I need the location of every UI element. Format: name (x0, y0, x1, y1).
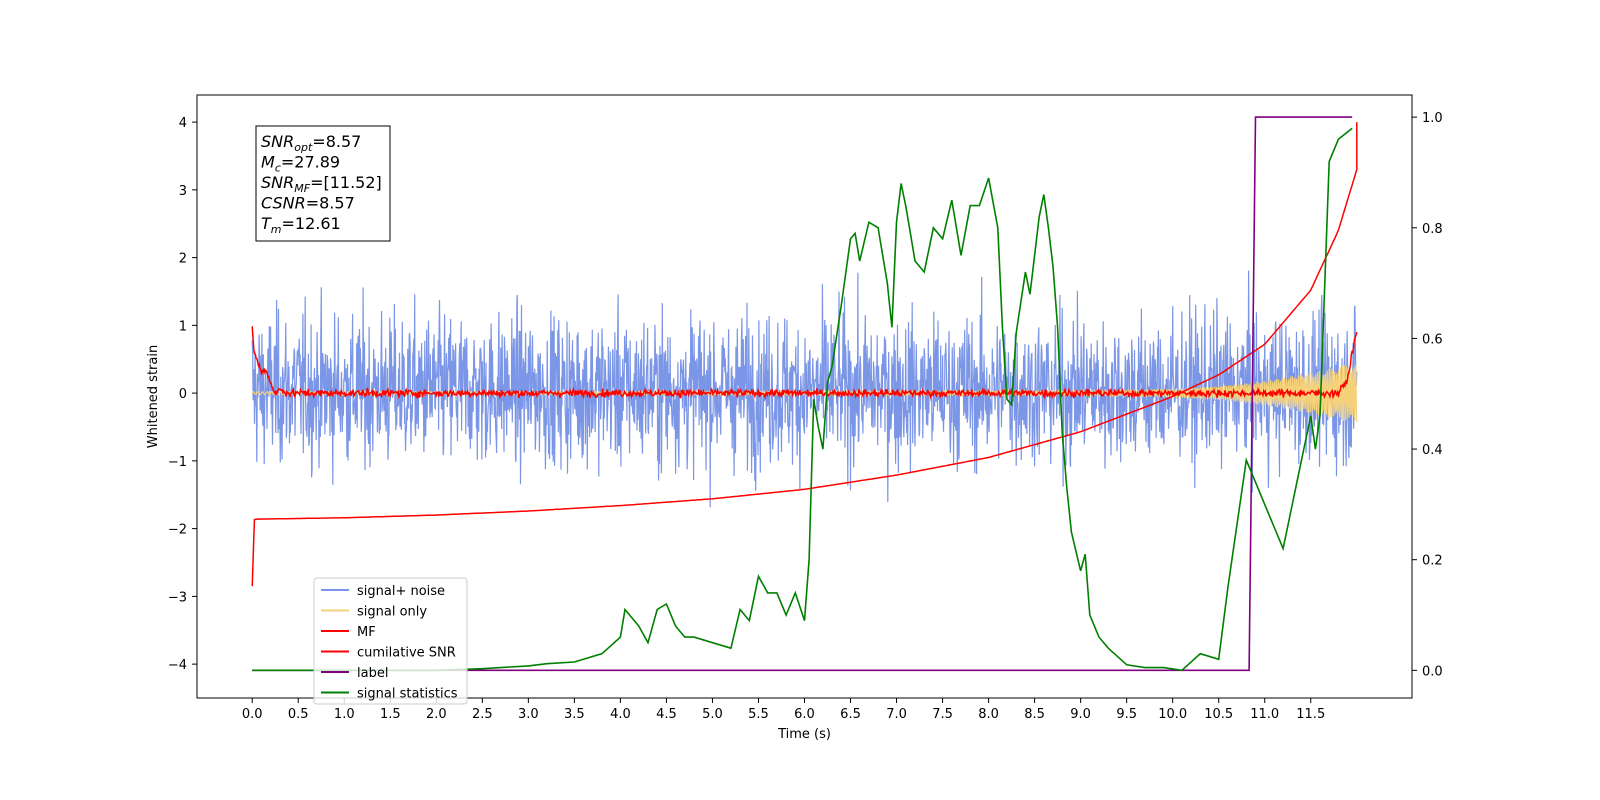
x-tick-label: 10.0 (1158, 707, 1187, 722)
x-tick-label: 1.5 (380, 707, 401, 722)
y2-tick-label: 1.0 (1422, 111, 1443, 126)
y-tick-label: −2 (168, 523, 187, 538)
y-tick-label: −1 (168, 455, 187, 470)
x-tick-label: 4.0 (610, 707, 631, 722)
x-tick-label: 3.5 (564, 707, 585, 722)
x-tick-label: 9.0 (1070, 707, 1091, 722)
y-tick-label: 0 (179, 387, 187, 402)
info-line: Tm=12.61 (261, 214, 341, 236)
legend-label: signal statistics (357, 687, 458, 702)
y-axis-label: Whitened strain (146, 345, 161, 448)
x-tick-label: 6.0 (794, 707, 815, 722)
info-line: SNRMF=[11.52] (261, 173, 382, 195)
y-tick-label: 3 (179, 184, 187, 199)
x-tick-label: 9.5 (1116, 707, 1137, 722)
info-box-frame (255, 125, 391, 242)
legend-label: cumilative SNR (357, 646, 456, 661)
x-tick-label: 11.5 (1296, 707, 1325, 722)
y2-tick-label: 0.2 (1422, 554, 1443, 569)
info-line: Mc=27.89 (261, 153, 340, 175)
y-tick-label: 4 (179, 116, 187, 131)
y-tick-label: −3 (168, 590, 187, 605)
x-tick-label: 6.5 (840, 707, 861, 722)
x-tick-label: 7.5 (932, 707, 953, 722)
x-tick-label: 5.0 (702, 707, 723, 722)
y-tick-label: 1 (179, 319, 187, 334)
info-box: SNRopt=8.57Mc=27.89SNRMF=[11.52]CSNR=8.5… (255, 125, 391, 242)
x-tick-label: 8.0 (978, 707, 999, 722)
series-signal-statistics (252, 127, 1353, 672)
legend-label: signal+ noise (357, 584, 445, 599)
legend: signal+ noise signal only MF cumilative SNR… (313, 577, 468, 705)
legend-label: signal only (357, 605, 427, 620)
x-axis-label: Time (s) (777, 727, 831, 742)
y2-tick-label: 0.8 (1422, 222, 1443, 237)
x-tick-label: 3.0 (518, 707, 539, 722)
info-line: SNRopt=8.57 (261, 132, 361, 154)
legend-label: label (357, 666, 388, 681)
legend-label: MF (357, 625, 376, 640)
y-tick-label: 2 (179, 252, 187, 267)
x-tick-label: 11.0 (1250, 707, 1279, 722)
y2-tick-label: 0.6 (1422, 332, 1443, 347)
y2-tick-label: 0.4 (1422, 443, 1443, 458)
x-tick-label: 0.5 (288, 707, 309, 722)
info-line: CSNR=8.57 (261, 194, 355, 213)
series-label (252, 116, 1353, 672)
series-signal-noise (251, 270, 1358, 508)
x-tick-label: 2.0 (426, 707, 447, 722)
x-tick-label: 1.0 (334, 707, 355, 722)
x-tick-label: 8.5 (1024, 707, 1045, 722)
x-tick-label: 10.5 (1204, 707, 1233, 722)
legend-frame (313, 577, 468, 705)
series-cumulative-snr (251, 122, 1358, 587)
plot-layer (251, 116, 1358, 672)
series-mf (251, 326, 1358, 400)
x-tick-label: 0.0 (242, 707, 263, 722)
x-tick-label: 4.5 (656, 707, 677, 722)
axes-layer: 0.0 0.5 1.0 1.5 2.0 2.5 3.0 3.5 4.0 4.5 5.0 5.5 6.0 6… (168, 94, 1443, 722)
x-tick-label: 7.0 (886, 707, 907, 722)
x-tick-label: 2.5 (472, 707, 493, 722)
y-tick-label: −4 (168, 658, 187, 673)
x-tick-label: 5.5 (748, 707, 769, 722)
y2-tick-label: 0.0 (1422, 664, 1443, 679)
